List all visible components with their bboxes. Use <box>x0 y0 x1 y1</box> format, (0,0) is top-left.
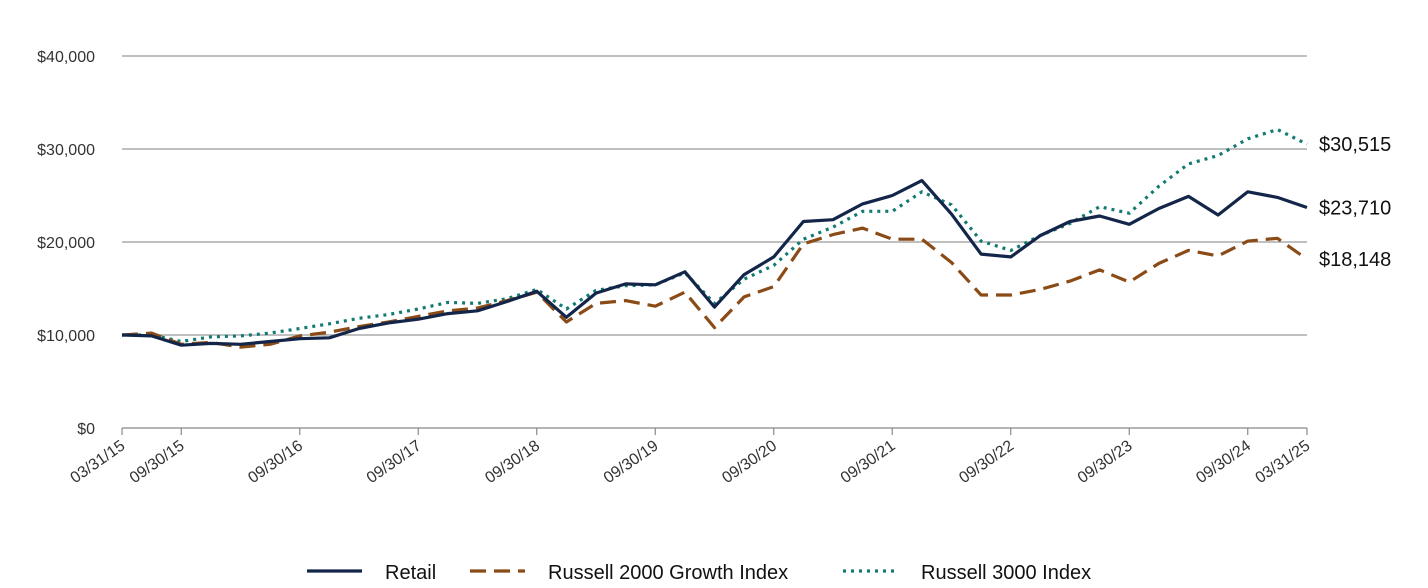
series-line-russell-2000-growth-index <box>121 226 1308 349</box>
x-tick-label: 09/30/16 <box>245 437 306 487</box>
x-tick-label: 09/30/17 <box>364 437 425 487</box>
y-tick-label: $30,000 <box>37 142 95 159</box>
x-tick-label: 09/30/24 <box>1193 437 1254 487</box>
end-value-label: $18,148 <box>1319 249 1391 271</box>
y-tick-label: $10,000 <box>37 328 95 345</box>
y-tick-label: $0 <box>77 421 95 438</box>
grid-lines <box>122 55 1307 336</box>
series-line-retail <box>121 179 1308 347</box>
x-tick-label: 03/31/15 <box>68 437 129 487</box>
series-group <box>121 127 1308 349</box>
x-tick-label: 09/30/22 <box>956 437 1017 487</box>
end-value-label: $23,710 <box>1319 197 1391 219</box>
legend-label: Retail <box>385 562 436 584</box>
series-line-russell-3000-index <box>122 127 1308 344</box>
x-tick-label: 09/30/20 <box>719 437 780 487</box>
legend-label: Russell 2000 Growth Index <box>548 562 788 584</box>
x-tick-label: 09/30/19 <box>601 437 662 487</box>
x-tick-label: 09/30/23 <box>1075 437 1136 487</box>
y-tick-label: $20,000 <box>37 235 95 252</box>
y-axis: $0 $10,000 $20,000 $30,000 $40,000 <box>37 49 95 438</box>
end-labels: $23,710 $18,148 $30,515 <box>1319 134 1391 271</box>
x-tick-label: 09/30/18 <box>482 437 543 487</box>
end-value-label: $30,515 <box>1319 134 1391 156</box>
legend-label: Russell 3000 Index <box>921 562 1091 584</box>
legend: Retail Russell 2000 Growth Index Russell 3… <box>307 562 1091 584</box>
x-tick-label: 03/31/25 <box>1253 437 1314 487</box>
x-tick-label: 09/30/15 <box>127 437 188 487</box>
y-tick-label: $40,000 <box>37 49 95 66</box>
x-tick-label: 09/30/21 <box>838 437 899 487</box>
